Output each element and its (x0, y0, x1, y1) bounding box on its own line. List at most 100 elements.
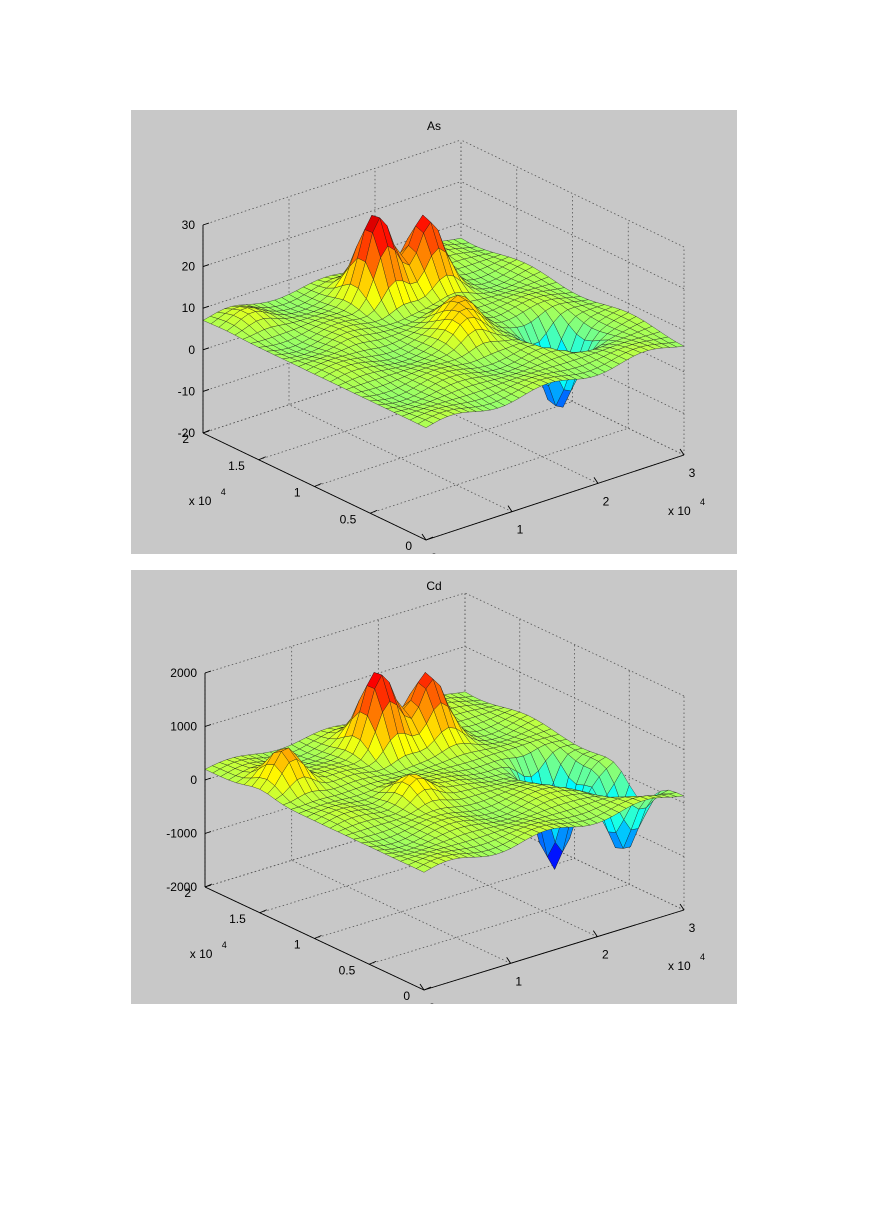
y-grid-line (258, 374, 517, 461)
x-grid-line (291, 859, 511, 964)
y-tick (258, 456, 266, 461)
y-multiplier-exponent: 4 (222, 940, 227, 950)
y-tick-label: 2 (184, 886, 191, 900)
y-tick-label: 1 (294, 938, 301, 952)
y-tick (204, 883, 213, 888)
z-tick (204, 670, 212, 674)
z-tick (202, 264, 210, 268)
y-tick (370, 509, 378, 514)
x-tick (593, 477, 599, 484)
y-tick (425, 536, 434, 541)
z-tick-label: 2000 (170, 666, 197, 680)
y-grid-line (259, 832, 520, 914)
x-grid-line (460, 347, 685, 456)
z-tick-label: 30 (182, 218, 196, 232)
x-tick-label: 0 (431, 551, 438, 554)
z-tick (202, 305, 210, 309)
z-grid-line (460, 264, 685, 373)
z-tick (202, 347, 210, 351)
x-grid-line (374, 375, 599, 484)
tick-labels: -2000 -1000 0 1000 2000 0 1 2 3 0 0.5 1 1.5 2 x 10 4 x 1… (166, 666, 705, 1004)
surface-cell (415, 864, 432, 873)
x-tick (421, 533, 427, 541)
z-tick (202, 388, 210, 392)
z-grid-line (460, 181, 685, 289)
y-grid-line (202, 347, 462, 434)
surface-cell (417, 419, 434, 428)
y-tick-label: 1.5 (229, 912, 246, 926)
z-grid-line (460, 139, 685, 248)
z-tick-label: 20 (182, 260, 196, 274)
z-grid-line (202, 306, 462, 392)
y-grid-line (314, 401, 573, 487)
z-tick-label: 1000 (170, 720, 197, 734)
x-grid-line (288, 404, 513, 513)
z-tick-label: -1000 (166, 827, 197, 841)
cd-surface-plot: -2000 -1000 0 1000 2000 0 1 2 3 0 0.5 1 1.5 2 x 10 4 x 1… (166, 579, 705, 1004)
z-grid-line (202, 222, 462, 309)
cd-surface-figure: -2000 -1000 0 1000 2000 0 1 2 3 0 0.5 1 1.5 2 x 10 4 x 1… (131, 570, 737, 1004)
y-tick-label: 1 (294, 486, 301, 500)
y-multiplier-exponent: 4 (221, 487, 226, 497)
y-tick (423, 986, 432, 991)
z-grid-line (202, 181, 462, 267)
z-tick-label: -10 (178, 384, 196, 398)
x-tick-label: 2 (602, 948, 609, 962)
z-tick-label: 10 (182, 301, 196, 315)
x-tick-label: 3 (689, 921, 696, 935)
chart-title: Cd (426, 579, 441, 593)
y-multiplier-label: x 10 (190, 947, 213, 961)
x-tick (679, 448, 685, 456)
axes-box (204, 670, 685, 991)
y-grid-line (204, 806, 466, 888)
x-tick-label: 1 (515, 974, 522, 988)
y-tick-label: 0 (403, 989, 410, 1003)
y-grid-line (314, 858, 575, 939)
y-tick (202, 429, 211, 434)
z-grid-line (202, 139, 462, 226)
x-multiplier-label: x 10 (668, 959, 691, 973)
x-tick-label: 2 (603, 494, 610, 508)
surface-mesh (202, 214, 685, 428)
y-tick (369, 960, 377, 965)
z-grid-line (460, 222, 685, 331)
x-multiplier-exponent: 4 (700, 497, 705, 507)
y-tick-label: 0 (405, 539, 412, 553)
y-grid-line (369, 883, 630, 965)
z-tick (204, 724, 212, 727)
axes-box (202, 222, 685, 541)
y-tick (259, 909, 267, 914)
x-tick (592, 930, 598, 937)
z-grid-line (204, 592, 466, 674)
x-multiplier-exponent: 4 (700, 952, 705, 962)
chart-title: As (427, 119, 441, 133)
z-tick (204, 777, 212, 781)
x-multiplier-label: x 10 (668, 504, 691, 518)
y-tick-label: 0.5 (340, 512, 357, 526)
y-tick (314, 935, 322, 939)
x-tick (506, 957, 512, 964)
y-tick-label: 2 (182, 432, 189, 446)
x-axis-line (423, 909, 685, 991)
x-tick-label: 0 (429, 1001, 436, 1004)
z-tick (204, 831, 212, 834)
z-grid-line (464, 592, 685, 697)
x-tick-label: 3 (689, 466, 696, 480)
y-multiplier-label: x 10 (189, 494, 212, 508)
z-tick-label: -2000 (166, 880, 197, 894)
surface-mesh (204, 672, 685, 873)
y-tick-label: 0.5 (339, 963, 356, 977)
x-axis-line (425, 454, 685, 541)
x-tick-label: 1 (517, 523, 524, 537)
x-tick (679, 903, 685, 911)
y-tick (314, 483, 322, 487)
z-tick (202, 222, 210, 226)
z-tick-label: 0 (190, 773, 197, 787)
y-grid-line (370, 427, 629, 514)
z-tick-label: 0 (188, 343, 195, 357)
x-tick (507, 505, 513, 512)
z-grid-line (204, 646, 466, 727)
